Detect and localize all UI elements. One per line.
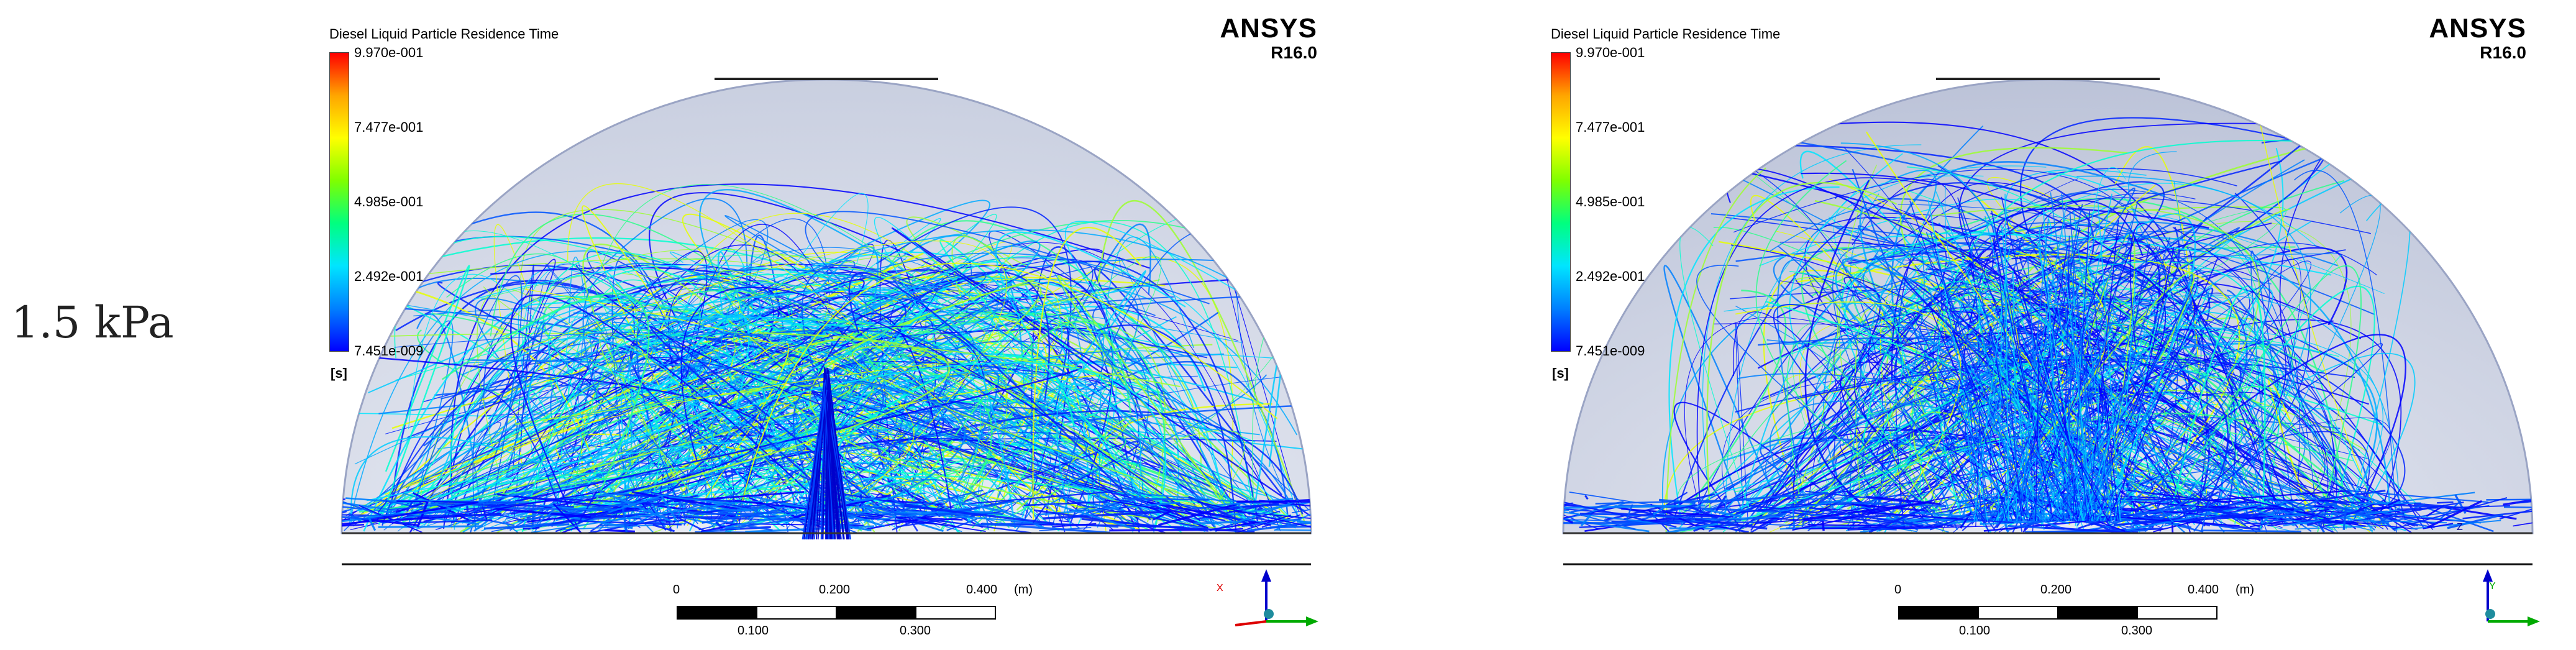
brand-name: ANSYS [1220,13,1317,43]
brand-version: R16.0 [2480,43,2526,62]
scale-label: 0.200 [819,583,851,597]
scale-label: 0.100 [1959,624,1991,638]
scale-label: 0 [673,583,680,597]
particle-track-render [340,78,1318,626]
axis-label-horizontal: X [1217,583,1223,593]
colorbar [329,52,349,352]
row-label: 1.5 kPa [11,297,174,348]
colorbar-tick: 7.477e-001 [1576,119,1645,135]
simulation-panel-right: Diesel Liquid Particle Residence Time 9.… [1545,0,2551,650]
colorbar-unit: [s] [331,365,347,381]
particle-tracks [1563,117,2533,534]
colorbar-tick: 7.477e-001 [354,119,424,135]
scale-bar-segment [2137,606,2217,620]
brand-version: R16.0 [1271,43,1317,62]
scale-label: 0.300 [2121,624,2153,638]
axis-label-vertical: Z [2457,522,2463,533]
scale-label: 0.400 [2188,583,2219,597]
scale-bar-segment [2057,606,2138,620]
axis-origin [2485,609,2495,619]
colorbar-title: Diesel Liquid Particle Residence Time [1551,26,1781,42]
colorbar-tick: 2.492e-001 [1576,268,1645,284]
scale-label: 0.300 [900,624,931,638]
brand-name: ANSYS [2429,13,2526,43]
scale-bar-segment [756,606,837,620]
ansys-logo: ANSYS R16.0 [1205,14,1317,62]
ansys-logo: ANSYS R16.0 [2414,14,2526,62]
scale-bar-segment [836,606,916,620]
scale-label: 0.100 [738,624,769,638]
particle-track-render [1562,78,2540,626]
simulation-panel-left: Diesel Liquid Particle Residence Time 9.… [323,0,1330,650]
colorbar-tick: 4.985e-001 [354,194,424,209]
scale-bar-segment [915,606,996,620]
colorbar-tick: 4.985e-001 [1576,194,1645,209]
particle-tracks [342,183,1311,540]
scale-bar-segment [677,606,757,620]
scale-unit: (m) [1014,583,1033,597]
scale-unit: (m) [2236,583,2254,597]
axis-label-horizontal: Y [2489,581,2496,592]
axis-origin [1264,609,1274,619]
scale-label: 0.200 [2040,583,2072,597]
scale-bar-segment [1898,606,1979,620]
colorbar [1551,52,1571,352]
colorbar-title: Diesel Liquid Particle Residence Time [329,26,559,42]
scale-label: 0.400 [966,583,998,597]
scale-bar-segment [1978,606,2058,620]
colorbar-tick-max: 9.970e-001 [354,45,424,60]
colorbar-tick: 2.492e-001 [354,268,424,284]
colorbar-tick-min: 7.451e-009 [354,343,424,359]
scale-label: 0 [1894,583,1902,597]
colorbar-tick-max: 9.970e-001 [1576,45,1645,60]
colorbar-unit: [s] [1552,365,1569,381]
colorbar-tick-min: 7.451e-009 [1576,343,1645,359]
